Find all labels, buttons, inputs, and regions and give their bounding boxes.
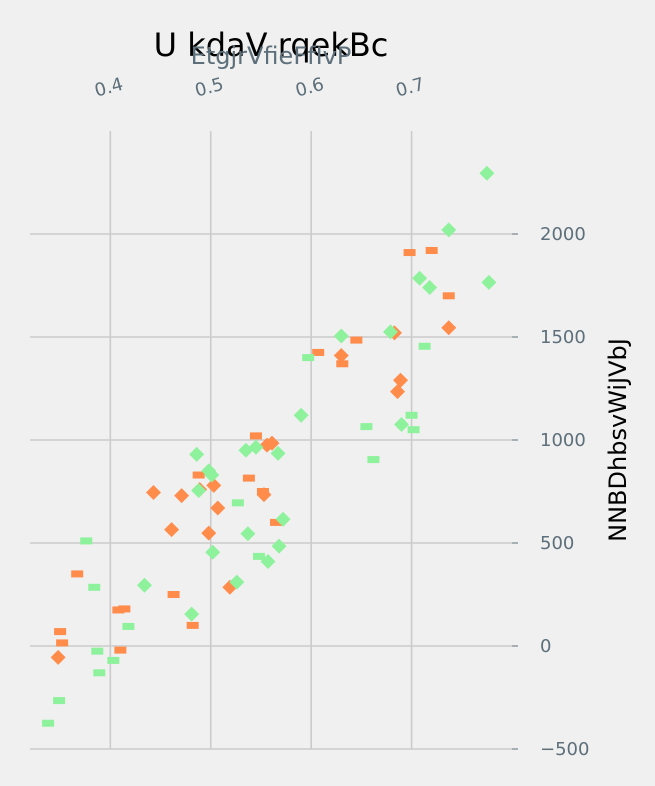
dash-marker <box>186 621 199 629</box>
y-axis-ticks: −500 0 500 1000 1500 2000 <box>512 224 589 760</box>
x-tick-label: 0.4 <box>92 74 125 102</box>
diamond-marker <box>146 485 162 501</box>
diamond-marker <box>189 446 205 462</box>
diamond-marker <box>441 222 457 238</box>
dash-marker <box>312 348 325 356</box>
diamond-marker <box>275 511 291 527</box>
diamond-marker <box>210 500 226 516</box>
y-axis-label: NNBDhbsvWiJVbJ <box>604 338 632 542</box>
diamond-marker <box>201 525 217 541</box>
y-tick-label: 1000 <box>540 430 586 451</box>
dash-marker <box>425 246 438 254</box>
diamond-marker <box>50 649 66 665</box>
dash-marker <box>112 606 125 614</box>
diamond-marker <box>422 280 438 296</box>
y-tick-label: 2000 <box>540 224 586 245</box>
dash-marker <box>53 697 66 705</box>
dash-marker <box>88 583 101 591</box>
dash-marker <box>367 456 380 464</box>
diamond-marker <box>333 348 349 364</box>
dash-marker <box>42 719 55 727</box>
dash-marker <box>302 354 315 362</box>
dash-marker <box>407 426 420 434</box>
diamond-marker <box>412 270 428 286</box>
dash-marker <box>93 669 106 677</box>
dash-marker <box>360 423 373 431</box>
dash-marker <box>252 552 265 560</box>
dash-marker <box>167 591 180 598</box>
dash-marker <box>442 292 455 300</box>
x-tick-label: 0.7 <box>394 74 427 102</box>
y-tick-label: 0 <box>540 636 551 657</box>
dash-marker <box>122 622 135 630</box>
dash-marker <box>107 656 120 664</box>
diamond-marker <box>441 320 457 336</box>
x-tick-label: 0.6 <box>293 74 326 102</box>
diamond-marker <box>240 526 256 542</box>
diamond-marker <box>191 482 207 498</box>
diamond-marker <box>264 435 280 451</box>
diamond-marker <box>205 544 221 560</box>
dash-marker <box>256 488 269 495</box>
diamond-marker <box>481 274 497 290</box>
x-tick-label: 0.5 <box>193 74 226 102</box>
diamond-marker <box>270 445 286 461</box>
diamond-marker <box>248 439 264 455</box>
dash-marker <box>54 628 67 636</box>
y-tick-label: 1500 <box>540 327 586 348</box>
chart-title: U kdaV rqekBc <box>154 26 389 64</box>
diamond-marker <box>229 574 245 590</box>
diamond-marker <box>333 328 349 344</box>
dash-marker <box>336 360 349 368</box>
data-markers <box>42 165 497 727</box>
dash-marker <box>403 249 416 257</box>
dash-marker <box>270 518 283 526</box>
diamond-marker <box>390 384 406 400</box>
dash-marker <box>114 646 127 654</box>
y-tick-label: −500 <box>540 739 589 760</box>
diamond-marker <box>184 606 200 622</box>
diamond-marker <box>204 467 220 483</box>
diamond-marker <box>382 324 398 340</box>
diamond-marker <box>174 488 190 504</box>
dash-marker <box>405 411 418 419</box>
diamond-marker <box>293 407 309 423</box>
diamond-marker <box>479 165 495 181</box>
dash-marker <box>56 639 69 647</box>
dash-marker <box>418 342 431 350</box>
diamond-marker <box>136 577 152 593</box>
dash-marker <box>350 336 363 344</box>
y-tick-label: 500 <box>540 533 574 554</box>
diamond-marker <box>393 372 409 388</box>
x-axis-ticks: 0.4 0.5 0.6 0.7 <box>92 74 426 102</box>
diamond-marker <box>164 522 180 538</box>
dash-marker <box>192 471 205 479</box>
dash-marker <box>242 474 255 482</box>
diamond-marker <box>271 538 287 554</box>
dash-marker <box>91 647 104 655</box>
x-axis-label: EtgjrVfieFfIvP <box>191 42 352 70</box>
grid-lines <box>30 131 512 750</box>
diamond-marker <box>394 417 410 433</box>
dash-marker <box>249 432 262 440</box>
dash-marker <box>71 570 84 578</box>
diamond-marker <box>206 477 222 493</box>
dash-marker <box>80 537 93 545</box>
dash-marker <box>118 605 131 613</box>
dash-marker <box>231 499 244 507</box>
